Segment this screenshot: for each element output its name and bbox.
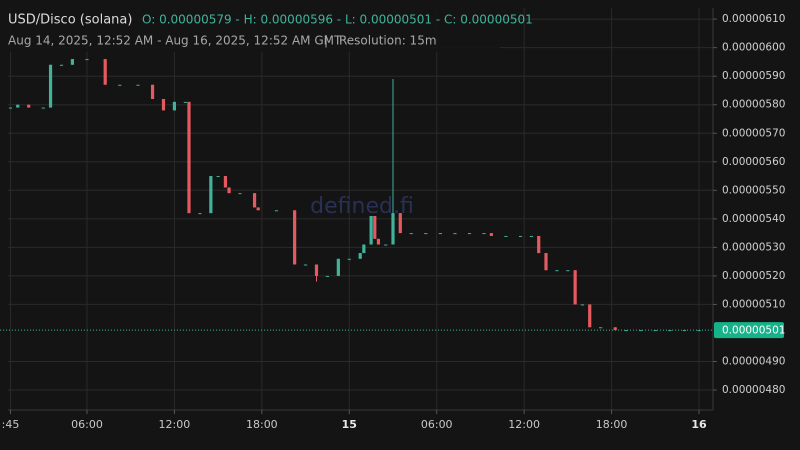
candle-body: [566, 270, 570, 272]
candle-body: [482, 233, 486, 235]
candle-body: [48, 64, 53, 108]
y-tick-label: 0.00000530: [722, 241, 785, 253]
x-tick-label: 15: [342, 418, 357, 431]
y-tick-label: 0.00000550: [722, 184, 785, 196]
candle-body: [384, 244, 388, 246]
candle-body: [70, 59, 75, 65]
candle-body: [544, 253, 548, 271]
candle-body: [314, 264, 319, 276]
y-tick-label: 0.00000480: [722, 384, 785, 396]
candle-body: [325, 275, 330, 277]
candle-body: [183, 101, 187, 103]
candle-body: [103, 59, 107, 85]
candle-body: [59, 64, 64, 66]
y-tick-label: 0.00000490: [722, 355, 785, 367]
y-tick-label: 0.00000590: [722, 70, 785, 82]
x-tick-label: 18:00: [246, 418, 278, 431]
candle-body: [639, 330, 643, 332]
chart-title: USD/Disco (solana): [8, 13, 132, 28]
y-tick-label: 0.00000520: [722, 270, 785, 282]
y-tick-label: 0.00000580: [722, 99, 785, 111]
candle-body: [373, 215, 377, 239]
x-tick-label: :45: [2, 418, 20, 431]
candle-body: [256, 207, 260, 211]
candle-body: [362, 244, 366, 254]
candle-body: [599, 327, 603, 329]
candle-body: [358, 253, 362, 259]
candle-body: [216, 176, 220, 178]
candle-body: [588, 304, 592, 328]
candle-body: [489, 233, 493, 236]
candle-body: [16, 104, 20, 108]
x-tick-label: 12:00: [159, 418, 191, 431]
candle-body: [376, 238, 381, 245]
x-tick-label: 06:00: [421, 418, 453, 431]
last-price-badge: [714, 322, 784, 339]
candle-body: [529, 235, 534, 237]
candle-body: [41, 107, 45, 109]
candle-body: [150, 84, 155, 100]
x-tick-label: 16: [691, 418, 707, 431]
candle-body: [369, 215, 373, 245]
candle-body: [136, 84, 140, 86]
y-tick-label: 0.00000560: [722, 156, 785, 168]
watermark: defined.fi: [310, 194, 414, 219]
candle-body: [555, 270, 559, 272]
x-tick-label: 12:00: [508, 418, 540, 431]
candles: [8, 59, 701, 332]
candle-body: [172, 101, 177, 111]
candle-body: [537, 235, 541, 254]
candle-body: [653, 330, 657, 332]
candle-body: [8, 107, 13, 109]
y-tick-label: 0.00000600: [722, 42, 785, 54]
x-tick-label: 06:00: [71, 418, 103, 431]
candle-body: [398, 213, 402, 234]
axes: 0.00000610 0.00000600 0.00000590 0.00000580…: [0, 13, 785, 431]
candle-body: [223, 176, 228, 188]
candle-body: [238, 193, 242, 195]
candle-body: [573, 270, 577, 305]
separator: |: [324, 34, 328, 48]
x-tick-label: 18:00: [596, 418, 628, 431]
candle-body: [613, 327, 617, 331]
candle-body: [303, 264, 308, 266]
candle-body: [424, 233, 428, 235]
candle-body: [453, 233, 457, 235]
resolution: Resolution: 15m: [339, 34, 437, 48]
y-tick-label: 0.00000540: [722, 213, 785, 225]
ohlc-readout: O: 0.00000579 - H: 0.00000596 - L: 0.000…: [142, 13, 533, 27]
candle-body: [624, 330, 628, 332]
y-tick-label: 0.00000610: [722, 13, 785, 25]
candle-body: [252, 193, 257, 208]
candle-body: [27, 104, 31, 108]
y-tick-label: 0.00000570: [722, 127, 785, 139]
candle-body: [227, 187, 231, 194]
candle-body: [336, 258, 340, 276]
candle-body: [85, 59, 89, 61]
candle-body: [580, 304, 585, 306]
last-price-label: 0.00000501: [722, 325, 785, 337]
candle-body: [409, 233, 413, 235]
legend-background: [4, 6, 500, 52]
candle-body: [198, 213, 202, 215]
candle-body: [347, 258, 351, 260]
y-tick-label: 0.00000510: [722, 298, 785, 310]
candle-body: [293, 210, 297, 265]
grid: [8, 8, 713, 410]
candle-body: [467, 233, 472, 235]
candle-body: [518, 235, 523, 237]
candle-body: [438, 233, 442, 235]
candle-body: [209, 176, 213, 214]
candle-body: [274, 210, 279, 212]
candle-body: [504, 235, 508, 237]
candle-body: [161, 99, 166, 111]
date-range: Aug 14, 2025, 12:52 AM - Aug 16, 2025, 1…: [8, 34, 342, 48]
candle-body: [118, 84, 122, 86]
candle-body: [391, 213, 395, 245]
candle-body: [187, 101, 191, 214]
